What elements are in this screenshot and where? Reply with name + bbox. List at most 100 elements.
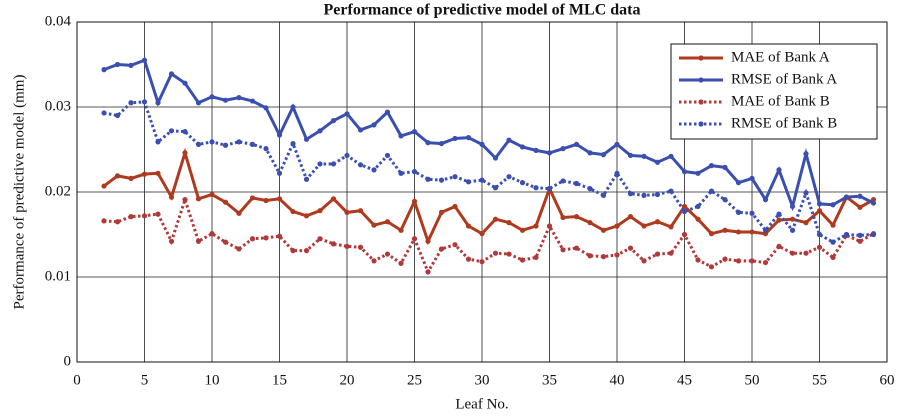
- point: [546, 186, 553, 192]
- point: [762, 259, 769, 266]
- legend-label: RMSE of Bank A: [731, 71, 837, 87]
- point: [263, 235, 269, 241]
- point: [506, 137, 512, 143]
- point: [479, 231, 485, 237]
- point: [411, 236, 418, 242]
- point: [519, 227, 526, 233]
- point: [560, 178, 566, 184]
- point: [587, 186, 593, 192]
- point: [573, 245, 580, 251]
- plot-frame: [76, 21, 888, 363]
- point: [452, 203, 458, 210]
- point: [141, 171, 148, 177]
- point: [411, 169, 418, 175]
- point: [681, 169, 688, 175]
- point: [357, 244, 364, 250]
- point: [438, 177, 445, 183]
- point: [290, 208, 296, 215]
- point: [222, 239, 229, 245]
- point: [803, 151, 809, 157]
- point: [114, 112, 121, 119]
- point: [749, 210, 755, 216]
- point: [533, 254, 539, 261]
- point: [857, 232, 863, 238]
- point: [722, 256, 728, 262]
- point: [114, 61, 121, 68]
- point: [776, 217, 782, 223]
- point: [101, 67, 107, 73]
- point: [344, 152, 350, 159]
- legend-label: RMSE of Bank B: [731, 115, 837, 131]
- point: [384, 219, 391, 225]
- point: [735, 229, 742, 235]
- point: [614, 170, 620, 176]
- point: [303, 136, 310, 142]
- point: [182, 129, 188, 135]
- point: [209, 94, 215, 100]
- point: [438, 140, 445, 147]
- legend-box: [670, 43, 878, 140]
- point: [195, 196, 202, 202]
- point: [816, 208, 823, 214]
- point: [290, 248, 296, 254]
- point: [708, 163, 715, 169]
- point: [317, 128, 323, 134]
- series-line: [103, 100, 874, 244]
- point: [627, 245, 634, 251]
- point: [398, 133, 404, 139]
- point: [614, 141, 620, 147]
- point: [276, 170, 283, 176]
- point: [695, 216, 701, 222]
- point: [492, 155, 499, 161]
- point: [168, 238, 175, 244]
- point: [330, 241, 337, 247]
- point: [627, 152, 634, 159]
- x-tick-label: 30: [475, 372, 490, 388]
- point: [830, 202, 836, 208]
- point: [236, 210, 242, 216]
- x-tick-label: 5: [141, 372, 149, 388]
- point: [506, 220, 512, 226]
- point: [128, 100, 134, 106]
- point: [776, 167, 782, 173]
- point: [816, 201, 823, 207]
- point: [587, 253, 593, 259]
- point: [263, 146, 269, 152]
- x-tick-label: 35: [542, 372, 557, 388]
- point: [519, 144, 526, 150]
- point: [168, 128, 175, 134]
- point: [330, 118, 337, 124]
- y-tick-label: 0.02: [45, 183, 71, 199]
- point: [803, 190, 809, 196]
- point: [398, 170, 404, 176]
- point: [614, 252, 620, 258]
- point: [735, 258, 742, 264]
- point: [668, 188, 674, 194]
- point: [857, 204, 863, 210]
- point: [425, 176, 431, 182]
- point: [573, 141, 580, 147]
- point: [546, 150, 553, 156]
- y-axis-label: Performance of predictive model (mm): [11, 75, 27, 310]
- point: [695, 170, 701, 176]
- point: [425, 238, 431, 244]
- point: [870, 231, 877, 238]
- point: [600, 192, 607, 198]
- point: [114, 219, 121, 225]
- legend: MAE of Bank A RMSE of Bank A MAE of Bank B…: [670, 43, 878, 140]
- point: [384, 251, 391, 257]
- point: [506, 251, 512, 257]
- point: [735, 209, 742, 215]
- point: [371, 222, 377, 228]
- point: [708, 188, 715, 194]
- point: [587, 150, 593, 156]
- point: [425, 140, 431, 146]
- point: [776, 211, 782, 217]
- point: [317, 236, 323, 242]
- series-line: [103, 147, 875, 246]
- point: [735, 180, 742, 186]
- point: [209, 191, 215, 198]
- point: [155, 211, 161, 217]
- point: [195, 238, 202, 244]
